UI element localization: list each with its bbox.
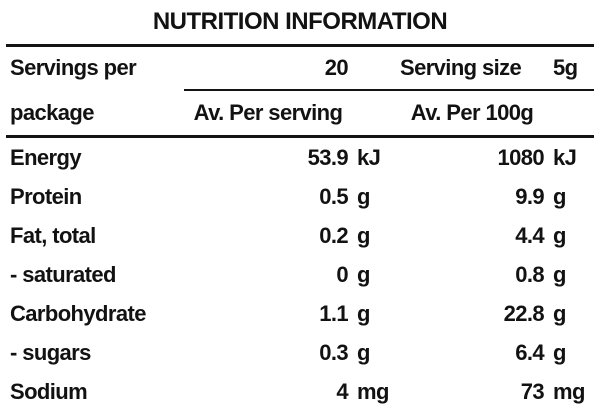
per-serving-unit: g xyxy=(357,261,370,287)
servings-count: 20 xyxy=(324,55,349,80)
servings-per-label: Servings per xyxy=(10,55,137,80)
table-row: Energy 53.9 kJ 1080 kJ xyxy=(6,138,594,177)
per-100g-unit: g xyxy=(553,261,566,287)
nutrient-label: Fat, total xyxy=(10,222,96,248)
table-row: - sugars 0.3 g 6.4 g xyxy=(6,333,594,372)
per-100g-unit: g xyxy=(553,222,566,248)
per-serving-value: 0 xyxy=(336,261,348,287)
divider-subheader xyxy=(184,89,594,91)
per-serving-value: 0.2 xyxy=(319,222,348,248)
per-100g-value: 0.8 xyxy=(515,261,544,287)
per-100g-unit: g xyxy=(553,300,566,326)
divider-top xyxy=(6,44,594,47)
per-100g-unit: mg xyxy=(553,378,585,404)
nutrient-label: - saturated xyxy=(10,261,116,287)
panel-title: NUTRITION INFORMATION xyxy=(152,8,448,35)
table-row: Sodium 4 mg 73 mg xyxy=(6,372,594,411)
serving-size-label: Serving size xyxy=(400,55,522,80)
per-100g-value: 6.4 xyxy=(515,339,544,365)
per-serving-unit: g xyxy=(357,339,370,365)
per-serving-value: 4 xyxy=(336,378,348,404)
per-100g-value: 1080 xyxy=(497,144,544,170)
nutrient-table-body: Energy 53.9 kJ 1080 kJ Protein 0.5 g 9.9… xyxy=(6,138,594,411)
package-label: package xyxy=(10,100,94,125)
per-serving-value: 0.5 xyxy=(319,183,348,209)
per-serving-unit: g xyxy=(357,183,370,209)
nutrient-label: - sugars xyxy=(10,339,91,365)
nutrient-label: Protein xyxy=(10,183,82,209)
table-row: Fat, total 0.2 g 4.4 g xyxy=(6,216,594,255)
per-100g-unit: kJ xyxy=(553,144,577,170)
per-serving-value: 0.3 xyxy=(319,339,348,365)
per-100g-value: 73 xyxy=(520,378,545,404)
table-row: Carbohydrate 1.1 g 22.8 g xyxy=(6,294,594,333)
header-row-servings: Servings per 20 Serving size 5g xyxy=(6,47,594,89)
table-row: Protein 0.5 g 9.9 g xyxy=(6,177,594,216)
per-serving-value: 1.1 xyxy=(319,300,348,326)
header-row-columns: package Av. Per serving Av. Per 100g xyxy=(6,91,594,135)
per-serving-unit: mg xyxy=(357,378,389,404)
per-serving-unit: kJ xyxy=(357,144,381,170)
serving-size-value: 5g xyxy=(553,55,578,80)
per-100g-unit: g xyxy=(553,339,566,365)
nutrient-label: Energy xyxy=(10,144,82,170)
nutrient-label: Carbohydrate xyxy=(10,300,146,326)
per-100g-value: 9.9 xyxy=(515,183,544,209)
per-100g-value: 22.8 xyxy=(503,300,545,326)
per-serving-value: 53.9 xyxy=(307,144,349,170)
per-serving-unit: g xyxy=(357,300,370,326)
per-100g-value: 4.4 xyxy=(515,222,544,248)
per-100g-unit: g xyxy=(553,183,566,209)
nutrient-label: Sodium xyxy=(10,378,88,404)
col-header-per-100g: Av. Per 100g xyxy=(410,100,534,125)
table-row: - saturated 0 g 0.8 g xyxy=(6,255,594,294)
col-header-per-serving: Av. Per serving xyxy=(193,100,343,125)
divider-header-bottom xyxy=(6,135,594,138)
per-serving-unit: g xyxy=(357,222,370,248)
